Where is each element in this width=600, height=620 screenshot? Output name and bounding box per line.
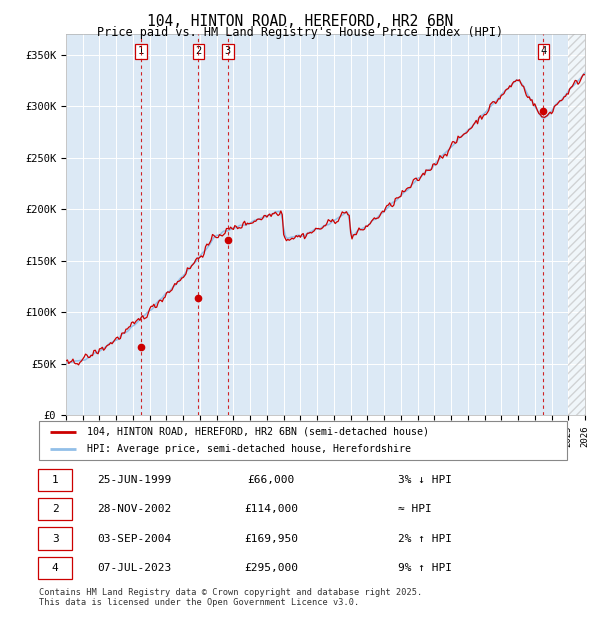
Text: 104, HINTON ROAD, HEREFORD, HR2 6BN (semi-detached house): 104, HINTON ROAD, HEREFORD, HR2 6BN (sem… xyxy=(86,427,428,436)
Text: ≈ HPI: ≈ HPI xyxy=(398,504,432,514)
Text: 3: 3 xyxy=(225,46,231,56)
Text: 4: 4 xyxy=(540,46,547,56)
Text: HPI: Average price, semi-detached house, Herefordshire: HPI: Average price, semi-detached house,… xyxy=(86,445,410,454)
Text: 2: 2 xyxy=(52,504,58,514)
Text: Contains HM Land Registry data © Crown copyright and database right 2025.
This d: Contains HM Land Registry data © Crown c… xyxy=(39,588,422,607)
Text: £295,000: £295,000 xyxy=(244,563,298,573)
Text: £114,000: £114,000 xyxy=(244,504,298,514)
FancyBboxPatch shape xyxy=(38,498,72,520)
Text: 07-JUL-2023: 07-JUL-2023 xyxy=(97,563,172,573)
Text: £66,000: £66,000 xyxy=(248,475,295,485)
Text: £169,950: £169,950 xyxy=(244,534,298,544)
Text: 3: 3 xyxy=(52,534,58,544)
Text: 2% ↑ HPI: 2% ↑ HPI xyxy=(398,534,452,544)
Text: 4: 4 xyxy=(52,563,58,573)
Text: 104, HINTON ROAD, HEREFORD, HR2 6BN: 104, HINTON ROAD, HEREFORD, HR2 6BN xyxy=(147,14,453,29)
FancyBboxPatch shape xyxy=(38,528,72,550)
Text: Price paid vs. HM Land Registry's House Price Index (HPI): Price paid vs. HM Land Registry's House … xyxy=(97,26,503,39)
Text: 9% ↑ HPI: 9% ↑ HPI xyxy=(398,563,452,573)
FancyBboxPatch shape xyxy=(38,557,72,579)
FancyBboxPatch shape xyxy=(39,421,567,460)
Text: 1: 1 xyxy=(52,475,58,485)
Text: 3% ↓ HPI: 3% ↓ HPI xyxy=(398,475,452,485)
Text: 28-NOV-2002: 28-NOV-2002 xyxy=(97,504,172,514)
Text: 03-SEP-2004: 03-SEP-2004 xyxy=(97,534,172,544)
FancyBboxPatch shape xyxy=(38,469,72,491)
Text: 25-JUN-1999: 25-JUN-1999 xyxy=(97,475,172,485)
Text: 2: 2 xyxy=(196,46,202,56)
Text: 1: 1 xyxy=(138,46,144,56)
